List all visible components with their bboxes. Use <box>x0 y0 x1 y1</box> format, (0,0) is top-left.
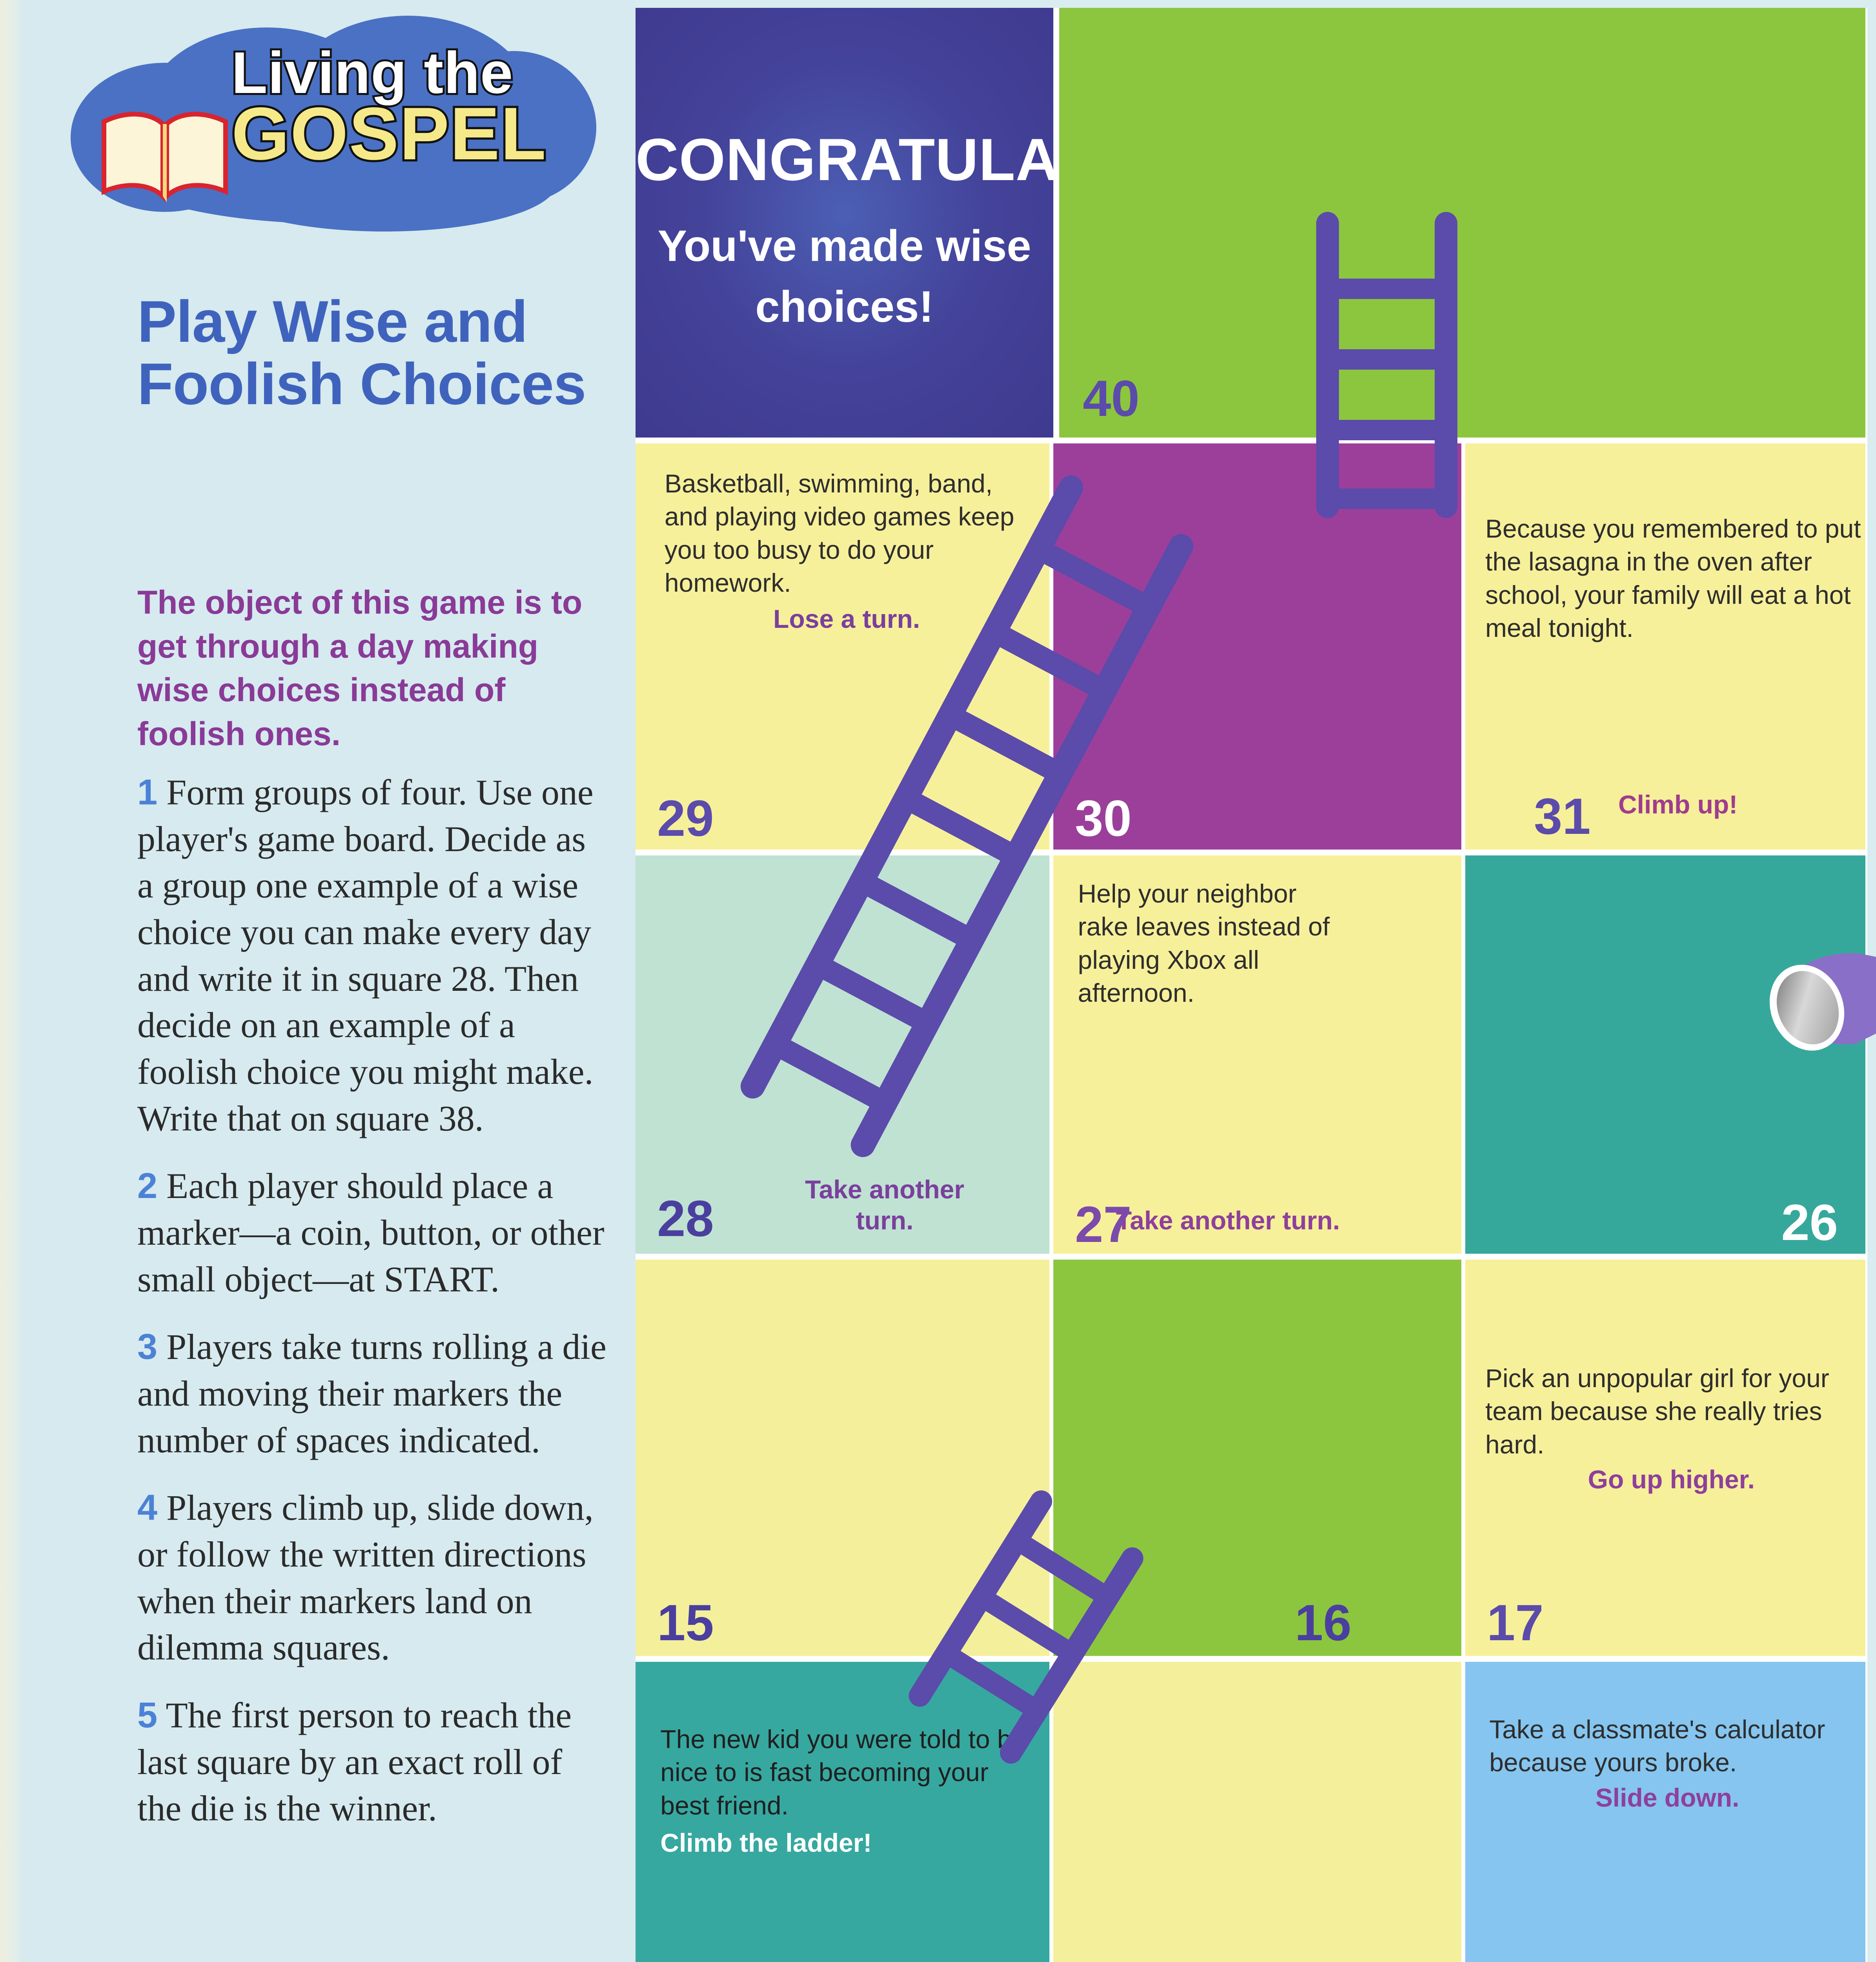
cell-text: Help your neighbor rake leaves instead o… <box>1078 879 1330 1008</box>
cell-direction: Lose a turn. <box>773 604 920 633</box>
step-number: 2 <box>137 1166 158 1206</box>
instruction-step: 5 The first person to reach the last squ… <box>137 1692 608 1832</box>
step-number: 3 <box>137 1327 158 1367</box>
logo-line-1: Living the <box>229 40 515 106</box>
cell-direction: Climb up! <box>1618 790 1738 819</box>
page-edge-shadow <box>0 0 24 1962</box>
board-cell-31[interactable]: Because you remembered to put the lasagn… <box>1465 443 1865 850</box>
cell-number: 31 <box>1534 788 1591 845</box>
board-cell-12[interactable]: Take a classmate's calculator because yo… <box>1465 1662 1865 1962</box>
instruction-step: 3 Players take turns rolling a die and m… <box>137 1324 608 1463</box>
instruction-step: 2 Each player should place a marker—a co… <box>137 1163 608 1302</box>
step-number: 4 <box>137 1488 158 1528</box>
ladder-icon-40 <box>1316 212 1457 518</box>
cell-direction: Climb the ladder! <box>660 1828 872 1858</box>
slide-icon-26 <box>1769 953 1876 1051</box>
sidebar: Living the GOSPEL Play Wise and Foolish … <box>0 0 636 1962</box>
cell-number: 15 <box>657 1594 714 1651</box>
cell-text: The new kid you were told to be nice to … <box>660 1725 1026 1820</box>
cell-number: 30 <box>1075 790 1132 847</box>
cell-number: 40 <box>1083 370 1140 427</box>
logo-line-2: GOSPEL <box>229 92 548 175</box>
instruction-steps: 1 Form groups of four. Use one player's … <box>137 769 608 1853</box>
board-cell-17[interactable]: Pick an unpopular girl for your team bec… <box>1465 1260 1865 1656</box>
step-text: Each player should place a marker—a coin… <box>137 1166 605 1299</box>
cell-number: 29 <box>657 790 714 847</box>
instruction-step: 1 Form groups of four. Use one player's … <box>137 769 608 1141</box>
cell-number: 28 <box>657 1190 714 1247</box>
cell-number: 17 <box>1487 1594 1544 1651</box>
cell-direction: Go up higher. <box>1588 1465 1755 1494</box>
congratulations-banner: CONGRATULATIONS! You've made wise choice… <box>636 8 1259 438</box>
cell-text: Take a classmate's calculator because yo… <box>1489 1715 1825 1777</box>
living-the-gospel-logo: Living the GOSPEL <box>47 16 604 232</box>
page-title: Play Wise and Foolish Choices <box>137 288 586 417</box>
open-book-icon <box>102 111 228 202</box>
board-cell-27[interactable]: Help your neighbor rake leaves instead o… <box>1053 855 1461 1254</box>
board-cell-26[interactable]: 26 <box>1465 855 1865 1254</box>
game-board: CONGRATULATIONS! You've made wise choice… <box>636 8 1876 1962</box>
step-number: 5 <box>137 1695 158 1736</box>
board-cell-40[interactable]: 40 <box>1059 8 1865 438</box>
objective-text: The object of this game is to get throug… <box>137 584 583 753</box>
board-cell-14[interactable]: The new kid you were told to be nice to … <box>636 1662 1049 1962</box>
step-text: Form groups of four. Use one player's ga… <box>137 772 594 1138</box>
step-text: Players take turns rolling a die and mov… <box>137 1327 607 1460</box>
cell-direction: Slide down. <box>1595 1783 1739 1812</box>
cell-number: 26 <box>1781 1194 1838 1251</box>
step-text: The first person to reach the last squar… <box>137 1695 572 1829</box>
step-number: 1 <box>137 772 158 812</box>
banner-title: CONGRATULATIONS! <box>636 126 1259 193</box>
cell-text: Because you remembered to put the lasagn… <box>1485 514 1861 643</box>
board-cell-30[interactable]: 30 <box>1053 443 1461 850</box>
step-text: Players climb up, slide down, or follow … <box>137 1488 594 1668</box>
board-cell-13[interactable]: 13 <box>1053 1662 1461 1962</box>
logo-text: Living the GOSPEL <box>229 40 596 175</box>
cell-text: Pick an unpopular girl for your team bec… <box>1485 1364 1829 1459</box>
cell-number: 27 <box>1075 1196 1132 1253</box>
instruction-step: 4 Players climb up, slide down, or follo… <box>137 1484 608 1671</box>
cell-direction: Take another turn. <box>1116 1205 1340 1235</box>
banner-subtitle: You've made wise choices! <box>658 221 1031 331</box>
cell-direction: Take another turn. <box>805 1174 964 1235</box>
cell-number: 16 <box>1295 1594 1351 1651</box>
cell-text: Basketball, swimming, band, and playing … <box>664 469 1014 598</box>
